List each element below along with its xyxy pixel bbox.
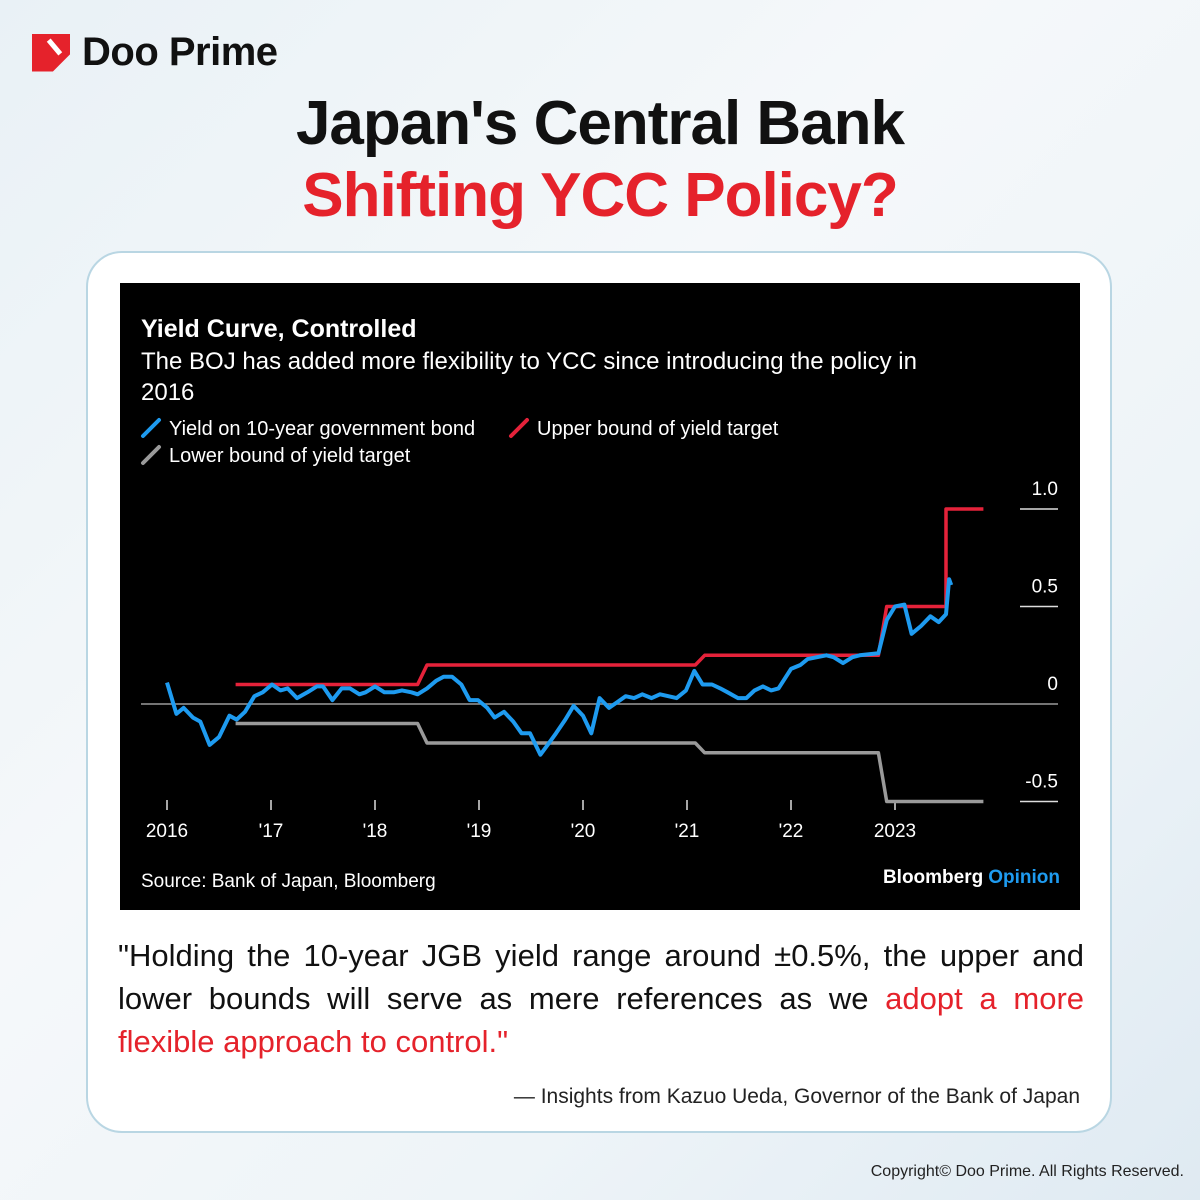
credit-accent: Opinion: [988, 867, 1060, 888]
chart-subtitle-1: The BOJ has added more flexibility to YC…: [141, 348, 917, 375]
series-line-0: [165, 577, 954, 757]
axes: 1.0 0.5 0 -0.5 2016 '17 '18 '19 '20 '21 '22 2023: [141, 479, 1058, 842]
x-tick-label: '17: [259, 821, 284, 842]
chart-title: Yield Curve, Controlled: [141, 315, 417, 343]
legend-swatch-0: [141, 418, 161, 438]
attribution: — Insights from Kazuo Ueda, Governor of …: [513, 1085, 1080, 1108]
copyright: Copyright© Doo Prime. All Rights Reserve…: [870, 1163, 1184, 1180]
quote-text: "Holding the 10-year JGB yield range aro…: [118, 938, 1084, 1016]
chart-panel: Yield Curve, Controlled The BOJ has adde…: [120, 283, 1080, 910]
x-tick-label: '19: [467, 821, 492, 842]
chart-source: Source: Bank of Japan, Bloomberg: [141, 871, 436, 892]
series-line-2: [235, 721, 984, 804]
y-tick-label: -0.5: [1025, 772, 1058, 793]
x-tick-label: 2016: [146, 821, 188, 842]
yield-chart: Yield Curve, Controlled The BOJ has adde…: [141, 315, 1060, 892]
x-tick-label: '21: [675, 821, 700, 842]
legend-swatch-2: [141, 445, 161, 465]
x-tick-label: '18: [363, 821, 388, 842]
credit-main: Bloomberg: [883, 867, 983, 888]
legend-label-0: Yield on 10-year government bond: [169, 418, 475, 440]
series-lines: [165, 507, 984, 804]
series-line-1: [235, 507, 984, 687]
headline-line2: Shifting YCC Policy?: [302, 161, 898, 230]
x-tick-label: '22: [779, 821, 804, 842]
brand-logo: Doo Prime: [32, 30, 278, 75]
legend: Yield on 10-year government bond Upper bo…: [141, 418, 779, 467]
legend-label-2: Lower bound of yield target: [169, 445, 411, 467]
legend-swatch-1: [509, 418, 529, 438]
headline-line1: Japan's Central Bank: [295, 89, 905, 158]
quote: "Holding the 10-year JGB yield range aro…: [118, 934, 1084, 1063]
logo-mark-icon: [32, 33, 70, 72]
x-tick-label: 2023: [874, 821, 916, 842]
y-tick-label: 1.0: [1032, 479, 1058, 500]
quote-highlight: adopt a more flexible approach to contro…: [118, 981, 1085, 1059]
x-tick-label: '20: [571, 821, 596, 842]
brand-name: Doo Prime: [82, 30, 278, 74]
y-tick-label: 0: [1047, 674, 1058, 695]
legend-label-1: Upper bound of yield target: [537, 418, 779, 440]
y-tick-label: 0.5: [1032, 577, 1058, 598]
chart-subtitle-2: 2016: [141, 379, 194, 406]
bloomberg-opinion-credit: Bloomberg Opinion: [883, 867, 1060, 888]
